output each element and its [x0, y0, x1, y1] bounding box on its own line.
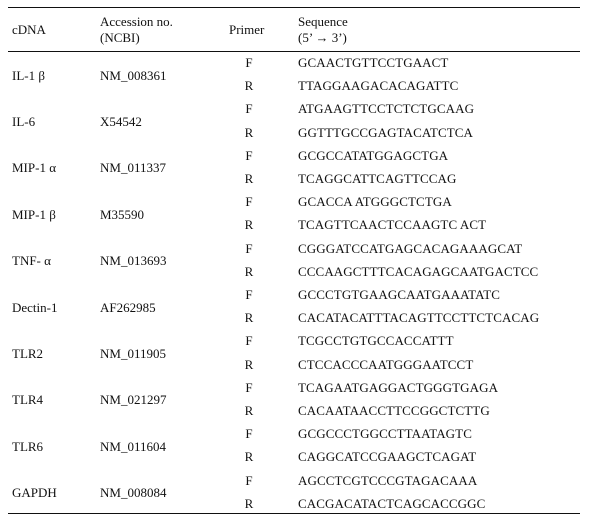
header-rule: [8, 51, 580, 52]
accession-number: NM_011604: [100, 438, 166, 454]
top-rule: [8, 7, 580, 8]
cdna-name: GAPDH: [12, 485, 57, 501]
reverse-sequence: TTAGGAAGACACAGATTC: [298, 78, 459, 94]
reverse-sequence: CACAATAACCTTCCGGCTCTTG: [298, 403, 490, 418]
header-accession-line2: (NCBI): [100, 30, 140, 45]
primer-reverse-label: R: [244, 171, 254, 186]
header-sequence-line2: (5’ → 3’): [298, 30, 347, 45]
forward-sequence: GCGCCCTGGCCTTAATAGTC: [298, 426, 472, 442]
accession-number: NM_008084: [100, 485, 167, 501]
cdna-name: IL-1 β: [12, 67, 45, 83]
forward-sequence: GCACCA ATGGGCTCTGA: [298, 194, 452, 210]
primer-forward-label: F: [245, 379, 253, 395]
bottom-rule: [8, 513, 580, 514]
header-sequence-line1: Sequence: [298, 14, 348, 29]
primer-reverse-label: R: [244, 495, 254, 511]
primer-reverse-label: R: [244, 78, 254, 94]
reverse-sequence: TCAGTTCAACTCCAAGTC ACT: [298, 217, 487, 233]
primer-forward-label: F: [245, 194, 253, 210]
primer-forward-label: F: [245, 287, 253, 302]
cdna-name: TLR4: [12, 392, 44, 408]
accession-number: X54542: [100, 114, 142, 129]
primer-forward-label: F: [245, 55, 253, 70]
forward-sequence: TCAGAATGAGGACTGGGTGAGA: [298, 379, 499, 395]
header-cdna: cDNA: [12, 22, 46, 37]
reverse-sequence: TCAGGCATTCAGTTCCAG: [298, 171, 457, 186]
forward-sequence: CGGGATCCATGAGCACAGAAAGCAT: [298, 240, 523, 256]
accession-number: NM_008361: [100, 67, 167, 83]
primer-forward-label: F: [245, 472, 253, 488]
primer-forward-label: F: [245, 240, 253, 256]
primer-reverse-label: R: [244, 310, 254, 326]
cdna-name: TLR6: [12, 438, 44, 454]
reverse-sequence: CACGACATACTCAGCACCGGC: [298, 495, 486, 511]
cdna-name: TNF- α: [12, 253, 51, 269]
primer-forward-label: F: [245, 147, 253, 163]
forward-sequence: GCGCCATATGGAGCTGA: [298, 147, 449, 163]
reverse-sequence: GGTTTGCCGAGTACATCTCA: [298, 124, 474, 140]
primer-forward-label: F: [245, 426, 253, 442]
reverse-sequence: CAGGCATCCGAAGCTCAGAT: [298, 449, 477, 465]
accession-number: NM_021297: [100, 392, 167, 408]
accession-number: NM_011905: [100, 346, 166, 361]
primer-reverse-label: R: [244, 124, 254, 140]
primer-reverse-label: R: [244, 356, 254, 372]
primer-forward-label: F: [245, 101, 253, 117]
primer-reverse-label: R: [244, 263, 254, 279]
reverse-sequence: CCCAAGCTTTCACAGAGCAATGACTCC: [298, 263, 539, 279]
forward-sequence: TCGCCTGTGCCACCATTT: [298, 333, 454, 349]
forward-sequence: GCAACTGTTCCTGAACT: [298, 55, 449, 70]
accession-number: AF262985: [100, 299, 156, 315]
reverse-sequence: CTCCACCCAATGGGAATCCT: [298, 356, 474, 372]
forward-sequence: GCCCTGTGAAGCAATGAAATATC: [298, 287, 501, 302]
accession-number: NM_011337: [100, 160, 166, 176]
accession-number: M35590: [100, 206, 145, 222]
primer-forward-label: F: [245, 333, 253, 349]
cdna-name: MIP-1 α: [12, 160, 57, 176]
cdna-name: MIP-1 β: [12, 206, 56, 222]
primer-reverse-label: R: [244, 217, 254, 233]
forward-sequence: ATGAAGTTCCTCTCTGCAAG: [298, 101, 475, 117]
primer-reverse-label: R: [244, 403, 254, 418]
reverse-sequence: CACATACATTTACAGTTCCTTCTCACAG: [298, 310, 540, 326]
cdna-name: IL-6: [12, 114, 36, 129]
forward-sequence: AGCCTCGTCCCGTAGACAAA: [298, 472, 478, 488]
primer-reverse-label: R: [244, 449, 254, 465]
accession-number: NM_013693: [100, 253, 167, 269]
cdna-name: Dectin-1: [12, 299, 58, 315]
header-accession-line1: Accession no.: [100, 14, 173, 29]
header-primer: Primer: [229, 22, 265, 37]
cdna-name: TLR2: [12, 346, 44, 361]
